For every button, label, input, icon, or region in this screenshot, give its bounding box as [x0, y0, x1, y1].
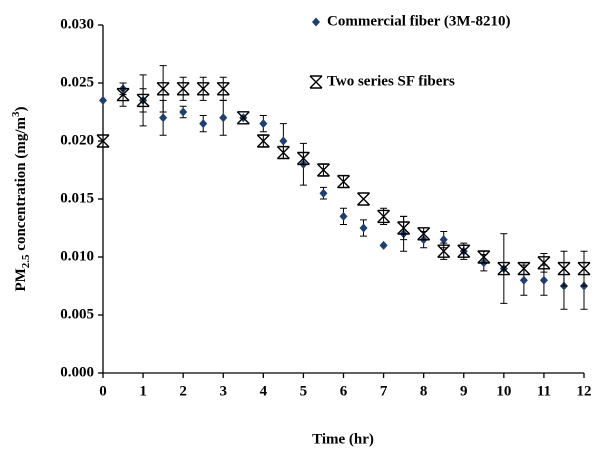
y-label-part: ): [13, 106, 29, 111]
y-tick-label: 0.020: [60, 132, 94, 148]
y-tick-label: 0.010: [60, 248, 94, 264]
asterisk-marker: [296, 151, 310, 166]
diamond-marker: [359, 223, 368, 233]
asterisk-marker: [136, 93, 150, 108]
asterisk-marker: [236, 111, 250, 125]
diamond-marker: [519, 275, 528, 285]
asterisk-marker: [216, 82, 230, 96]
y-label-part: 2.5: [20, 254, 32, 268]
legend-label: Two series SF fibers: [327, 73, 455, 89]
diamond-marker: [259, 119, 268, 129]
x-tick-label: 5: [300, 383, 308, 399]
y-tick-label: 0.000: [60, 364, 94, 380]
x-tick-label: 10: [496, 383, 511, 399]
diamond-marker: [339, 211, 348, 221]
asterisk-marker: [116, 87, 130, 102]
diamond-marker: [159, 113, 168, 123]
y-label-part: concentration (mg/m: [13, 116, 29, 254]
diamond-marker: [99, 95, 107, 105]
asterisk-marker: [357, 192, 371, 206]
y-label-part: PM: [13, 268, 29, 291]
asterisk-marker: [497, 261, 511, 276]
asterisk-marker: [337, 174, 350, 189]
asterisk-marker: [437, 244, 451, 258]
asterisk-marker: [457, 244, 471, 258]
asterisk-marker: [377, 209, 391, 224]
x-tick-label: 12: [577, 383, 592, 399]
y-tick-label: 0.030: [60, 16, 94, 32]
diamond-marker: [179, 107, 188, 117]
asterisk-marker: [176, 82, 190, 96]
y-tick-label: 0.025: [60, 74, 94, 90]
x-axis-label: Time (hr): [312, 431, 374, 447]
diamond-marker: [219, 113, 228, 123]
asterisk-marker: [537, 256, 551, 270]
asterisk-marker: [477, 250, 491, 264]
x-tick-label: 7: [380, 383, 388, 399]
x-tick-label: 1: [139, 383, 147, 399]
x-tick-label: 11: [537, 383, 551, 399]
asterisk-marker: [557, 261, 571, 276]
diamond-marker: [379, 240, 388, 250]
asterisk-marker: [256, 134, 270, 148]
asterisk-marker: [196, 82, 210, 96]
x-tick-label: 2: [179, 383, 187, 399]
asterisk-marker: [397, 221, 411, 235]
legend-label: Commercial fiber (3M-8210): [327, 13, 511, 29]
diamond-marker: [539, 275, 548, 285]
x-tick-label: 0: [99, 383, 107, 399]
x-tick-label: 9: [460, 383, 468, 399]
asterisk-marker: [417, 227, 431, 241]
asterisk-marker: [96, 134, 110, 148]
y-label-part: 3: [10, 111, 22, 117]
y-tick-label: 0.005: [60, 306, 94, 322]
asterisk-marker: [316, 163, 330, 177]
x-tick-label: 8: [420, 383, 428, 399]
asterisk-marker: [577, 261, 591, 276]
asterisk-marker: [156, 82, 170, 96]
legend-marker: [312, 17, 320, 27]
x-tick-label: 6: [340, 383, 348, 399]
asterisk-marker: [276, 145, 290, 160]
legend-marker: [309, 75, 323, 89]
asterisk-marker: [517, 261, 531, 276]
x-tick-label: 3: [220, 383, 228, 399]
diamond-marker: [279, 136, 288, 146]
y-axis-label: PM2.5 concentration (mg/m3): [10, 106, 32, 291]
diamond-marker: [319, 188, 328, 198]
x-tick-label: 4: [260, 383, 268, 399]
diamond-marker: [439, 235, 448, 245]
y-tick-label: 0.015: [60, 190, 94, 206]
diamond-marker: [199, 119, 208, 129]
